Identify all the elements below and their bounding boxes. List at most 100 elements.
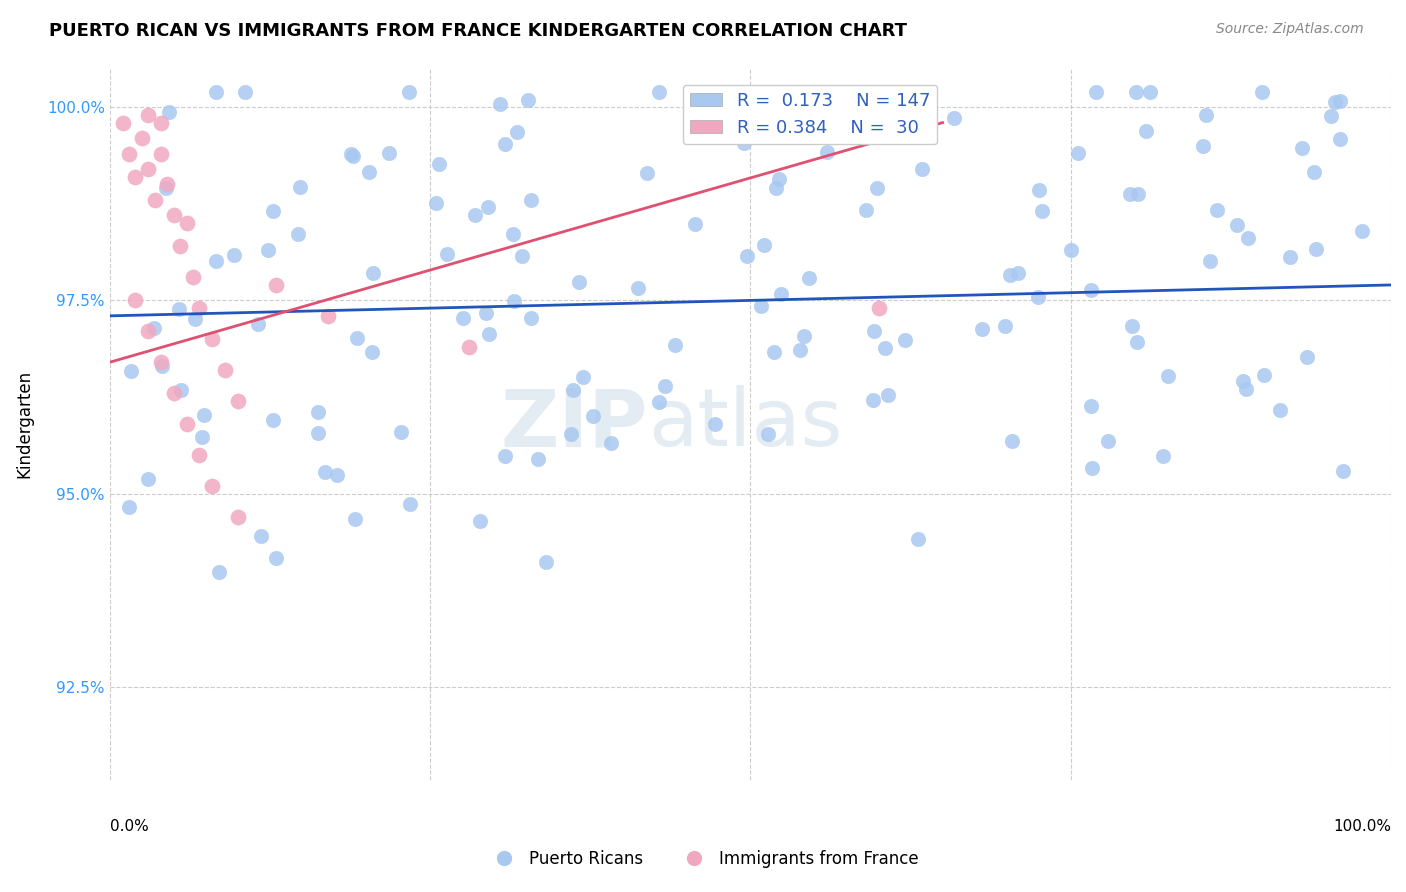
- Point: [451, 310, 474, 325]
- Point: [1157, 369, 1180, 384]
- Point: [520, 193, 543, 207]
- Point: [266, 277, 288, 292]
- Point: [191, 430, 214, 444]
- Point: [654, 378, 676, 392]
- Point: [398, 497, 420, 511]
- Point: [124, 293, 146, 308]
- Point: [863, 324, 886, 338]
- Point: [201, 332, 224, 346]
- Point: [1192, 138, 1215, 153]
- Point: [170, 383, 193, 397]
- Point: [111, 115, 134, 129]
- Point: [214, 363, 236, 377]
- Point: [877, 388, 900, 402]
- Point: [561, 383, 583, 397]
- Point: [1291, 141, 1313, 155]
- Point: [436, 247, 458, 261]
- Point: [398, 85, 420, 99]
- Text: atlas: atlas: [648, 385, 842, 463]
- Point: [1135, 124, 1157, 138]
- Point: [118, 500, 141, 514]
- Point: [506, 126, 529, 140]
- Point: [233, 85, 256, 99]
- Point: [138, 472, 160, 486]
- Point: [704, 417, 727, 432]
- Point: [314, 465, 336, 479]
- Point: [163, 208, 186, 222]
- Point: [361, 266, 384, 280]
- Text: 100.0%: 100.0%: [1333, 819, 1391, 834]
- Point: [342, 149, 364, 163]
- Point: [664, 337, 686, 351]
- Point: [188, 448, 211, 462]
- Point: [262, 413, 284, 427]
- Point: [560, 427, 582, 442]
- Point: [770, 287, 793, 301]
- Point: [346, 331, 368, 345]
- Point: [325, 467, 347, 482]
- Point: [762, 345, 785, 359]
- Point: [1351, 224, 1374, 238]
- Point: [201, 479, 224, 493]
- Point: [1329, 94, 1351, 108]
- Point: [756, 426, 779, 441]
- Point: [568, 275, 591, 289]
- Point: [193, 408, 215, 422]
- Point: [157, 105, 180, 120]
- Point: [489, 97, 512, 112]
- Point: [733, 136, 755, 150]
- Point: [517, 93, 540, 107]
- Point: [176, 417, 198, 431]
- Point: [1225, 219, 1247, 233]
- Point: [1001, 434, 1024, 448]
- Point: [765, 180, 787, 194]
- Point: [1152, 449, 1174, 463]
- Point: [1303, 165, 1326, 179]
- Point: [1278, 250, 1301, 264]
- Point: [789, 343, 811, 357]
- Point: [683, 217, 706, 231]
- Point: [1305, 242, 1327, 256]
- Point: [470, 514, 492, 528]
- Point: [1205, 202, 1227, 217]
- Point: [1081, 461, 1104, 475]
- Point: [478, 327, 501, 342]
- Point: [735, 249, 758, 263]
- Point: [343, 512, 366, 526]
- Point: [503, 294, 526, 309]
- Point: [150, 115, 173, 129]
- Point: [866, 181, 889, 195]
- Point: [943, 111, 966, 125]
- Point: [648, 85, 671, 99]
- Point: [262, 203, 284, 218]
- Point: [1295, 351, 1317, 365]
- Point: [599, 436, 621, 450]
- Point: [477, 200, 499, 214]
- Point: [1253, 368, 1275, 383]
- Point: [907, 533, 929, 547]
- Point: [1139, 85, 1161, 99]
- Point: [143, 321, 166, 335]
- Point: [912, 85, 935, 99]
- Point: [502, 227, 524, 241]
- Point: [169, 239, 191, 253]
- Point: [163, 386, 186, 401]
- Point: [1199, 254, 1222, 268]
- Point: [264, 551, 287, 566]
- Point: [475, 306, 498, 320]
- Point: [257, 244, 280, 258]
- Point: [648, 394, 671, 409]
- Point: [1007, 266, 1029, 280]
- Point: [1031, 204, 1053, 219]
- Point: [1121, 318, 1143, 333]
- Point: [143, 193, 166, 207]
- Point: [868, 301, 890, 315]
- Point: [793, 329, 815, 343]
- Point: [894, 333, 917, 347]
- Point: [120, 364, 142, 378]
- Point: [1329, 132, 1351, 146]
- Point: [1331, 464, 1354, 478]
- Text: 0.0%: 0.0%: [110, 819, 149, 834]
- Point: [464, 208, 486, 222]
- Point: [1324, 95, 1347, 109]
